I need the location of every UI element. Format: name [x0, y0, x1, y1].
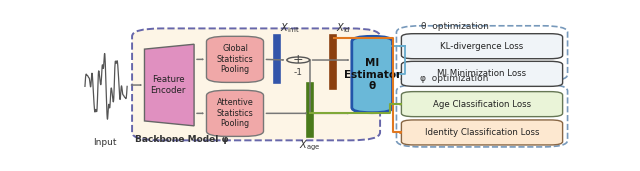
Text: Identity Classification Loss: Identity Classification Loss [425, 128, 540, 137]
Text: θ  optimization: θ optimization [420, 22, 488, 31]
Text: $X_{\rm age}$: $X_{\rm age}$ [299, 139, 321, 153]
Text: Global
Statistics
Pooling: Global Statistics Pooling [216, 44, 253, 74]
Text: $X_{\rm id}$: $X_{\rm id}$ [336, 21, 351, 35]
Text: MI
Estimator
θ: MI Estimator θ [344, 58, 401, 91]
Text: $X_{\rm init}$: $X_{\rm init}$ [280, 21, 300, 35]
Text: Input: Input [93, 138, 116, 147]
Polygon shape [145, 44, 194, 126]
Text: φ  optimization: φ optimization [420, 74, 489, 83]
FancyBboxPatch shape [401, 61, 563, 86]
FancyBboxPatch shape [132, 28, 380, 140]
Text: Attentive
Statistics
Pooling: Attentive Statistics Pooling [216, 98, 253, 128]
FancyBboxPatch shape [401, 120, 563, 145]
Text: Backbone Model φ: Backbone Model φ [135, 135, 228, 144]
Text: Feature
Encoder: Feature Encoder [150, 75, 186, 95]
Text: +: + [293, 53, 303, 66]
Text: KL-divergence Loss: KL-divergence Loss [440, 42, 524, 51]
FancyBboxPatch shape [207, 90, 264, 136]
FancyBboxPatch shape [401, 92, 563, 117]
Text: -1: -1 [294, 68, 303, 77]
FancyBboxPatch shape [207, 36, 264, 82]
Text: MI Minimization Loss: MI Minimization Loss [438, 69, 527, 78]
FancyBboxPatch shape [352, 36, 392, 113]
Text: Age Classification Loss: Age Classification Loss [433, 100, 531, 109]
FancyBboxPatch shape [401, 34, 563, 59]
